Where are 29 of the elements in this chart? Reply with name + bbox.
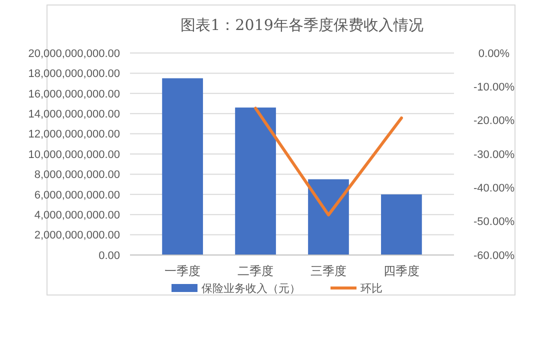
y2-tick-label: -10.00%	[474, 82, 515, 94]
y-tick-label: 14,000,000,000.00	[28, 108, 120, 120]
y-tick-label: 16,000,000,000.00	[28, 88, 120, 100]
y2-tick-label: -40.00%	[474, 182, 515, 195]
legend-label: 环比	[360, 282, 382, 295]
bar	[162, 78, 203, 255]
y-tick-label: 10,000,000,000.00	[28, 148, 120, 161]
y2-tick-label: -50.00%	[474, 216, 515, 228]
y-tick-label: 18,000,000,000.00	[28, 68, 120, 80]
legend-label: 保险业务收入（元）	[202, 282, 300, 295]
bar	[308, 179, 349, 255]
y-tick-label: 0.00	[98, 250, 120, 262]
y-tick-label: 6,000,000,000.00	[34, 189, 120, 202]
y2-tick-label: -30.00%	[474, 148, 515, 161]
x-tick-label: 二季度	[238, 264, 274, 278]
bar	[235, 108, 276, 255]
x-tick-label: 三季度	[310, 264, 346, 278]
y-tick-label: 8,000,000,000.00	[34, 169, 120, 182]
bar	[381, 194, 422, 255]
y-tick-label: 4,000,000,000.00	[34, 209, 120, 222]
y-tick-label: 20,000,000,000.00	[28, 48, 120, 60]
y2-tick-label: -20.00%	[474, 115, 515, 128]
y-tick-label: 2,000,000,000.00	[34, 230, 120, 242]
y2-tick-label: -60.00%	[474, 250, 515, 262]
x-tick-label: 一季度	[164, 264, 201, 278]
x-tick-label: 四季度	[383, 264, 420, 278]
y2-tick-label: 0.00%	[478, 48, 510, 60]
y-tick-label: 12,000,000,000.00	[28, 128, 120, 141]
chart-title: 图表1：2019年各季度保费收入情况	[180, 16, 424, 34]
